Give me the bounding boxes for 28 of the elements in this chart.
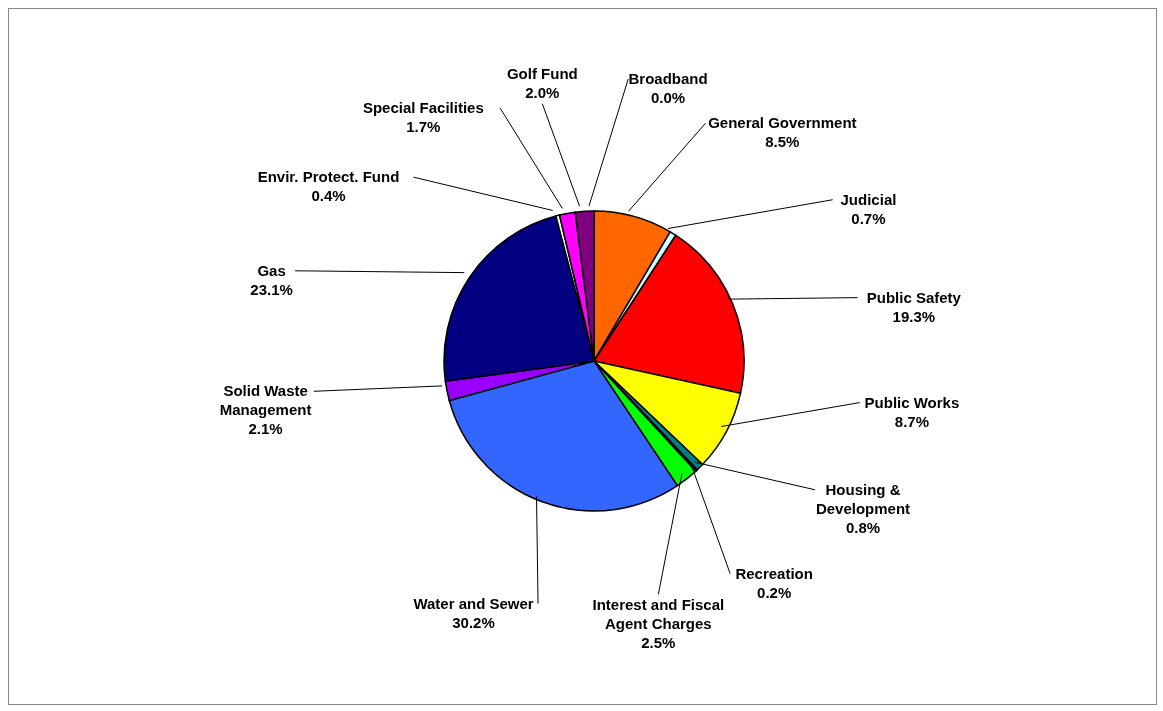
- slice-label: Golf Fund: [506, 64, 578, 82]
- slice-label: Solid Waste Management: [219, 382, 312, 419]
- data-label: 2.1%: [248, 420, 283, 438]
- data-label: 2.0%: [525, 83, 560, 101]
- slice-label: Public Safety: [866, 288, 962, 306]
- slice-label: Gas: [257, 261, 286, 279]
- data-label: 0.4%: [311, 187, 346, 205]
- slice-label: Recreation: [735, 564, 813, 582]
- data-label: 0.8%: [845, 518, 881, 536]
- data-label: 2.5%: [641, 634, 676, 652]
- category-label: Broadband: [628, 70, 708, 88]
- data-label: 23.1%: [250, 280, 293, 298]
- data-label: 0.7%: [851, 209, 886, 227]
- slice-label: Special Facilities: [362, 99, 484, 117]
- data-label: 30.2%: [452, 613, 495, 631]
- slice-label: General Government: [708, 114, 857, 132]
- slice-label: Housing & Development: [815, 480, 911, 517]
- text: 0.0%: [651, 89, 686, 107]
- slice-label: Public Works: [864, 393, 960, 411]
- data-label: 0.2%: [757, 583, 792, 601]
- slice-label: Judicial: [840, 190, 897, 208]
- slice-label: Envir. Protect. Fund: [257, 168, 400, 186]
- slice-label: Water and Sewer: [413, 594, 534, 612]
- data-label: 1.7%: [406, 118, 441, 136]
- slice-label: Interest and Fiscal Agent Charges: [592, 596, 725, 633]
- data-label: 19.3%: [892, 307, 936, 325]
- data-label: 8.5%: [765, 133, 800, 151]
- data-label: 8.7%: [894, 412, 930, 430]
